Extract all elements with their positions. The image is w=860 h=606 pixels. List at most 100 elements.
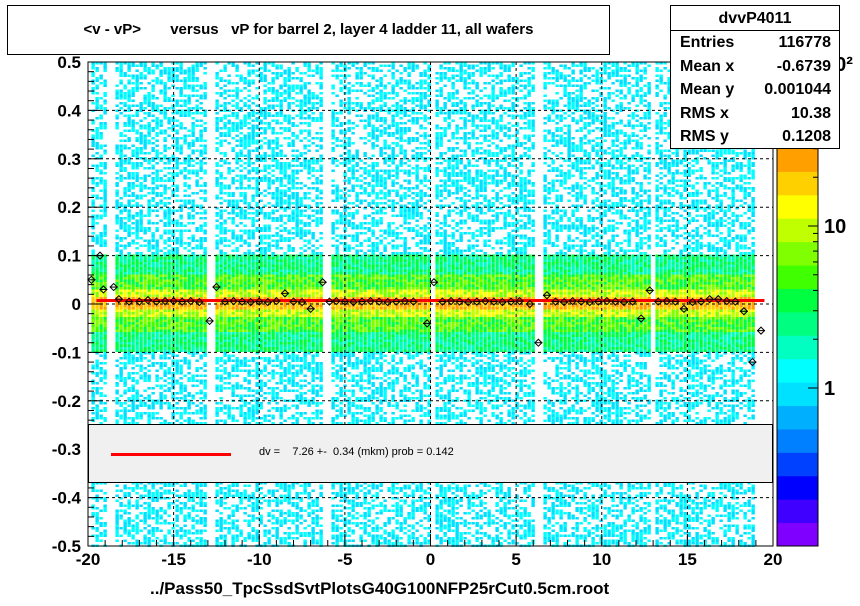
heatmap-cell	[195, 175, 198, 178]
heatmap-cell	[231, 285, 234, 288]
heatmap-cell	[163, 185, 166, 188]
heatmap-cell	[227, 382, 230, 385]
heatmap-cell	[179, 485, 182, 488]
heatmap-cell	[227, 410, 230, 413]
heatmap-cell	[215, 337, 218, 340]
heatmap-cell	[95, 280, 98, 283]
heatmap-cell	[159, 510, 162, 513]
heatmap-cell	[203, 222, 206, 225]
heatmap-cell	[143, 490, 146, 493]
heatmap-cell	[243, 365, 246, 368]
heatmap-cell	[235, 267, 238, 270]
heatmap-cell	[139, 342, 142, 345]
heatmap-cell	[127, 507, 130, 510]
heatmap-cell	[123, 350, 126, 353]
heatmap-cell	[223, 295, 226, 298]
heatmap-cell	[123, 415, 126, 418]
heatmap-cell	[183, 412, 186, 415]
heatmap-cell	[183, 315, 186, 318]
heatmap-cell	[219, 537, 222, 540]
heatmap-cell	[175, 67, 178, 70]
heatmap-cell	[155, 250, 158, 253]
heatmap-cell	[179, 387, 182, 390]
heatmap-cell	[251, 232, 254, 235]
heatmap-cell	[259, 487, 262, 490]
heatmap-cell	[251, 412, 254, 415]
heatmap-cell	[139, 215, 142, 218]
heatmap-cell	[231, 260, 234, 263]
heatmap-cell	[151, 260, 154, 263]
heatmap-cell	[119, 272, 122, 275]
heatmap-cell	[127, 272, 130, 275]
heatmap-cell	[267, 212, 270, 215]
heatmap-cell	[231, 232, 234, 235]
heatmap-cell	[143, 542, 146, 545]
heatmap-cell	[187, 100, 190, 103]
heatmap-cell	[219, 252, 222, 255]
heatmap-cell	[179, 537, 182, 540]
heatmap-cell	[175, 307, 178, 310]
heatmap-cell	[199, 502, 202, 505]
heatmap-cell	[243, 370, 246, 373]
heatmap-cell	[167, 305, 170, 308]
heatmap-cell	[99, 145, 102, 148]
heatmap-cell	[223, 240, 226, 243]
heatmap-cell	[183, 185, 186, 188]
heatmap-cell	[215, 335, 218, 338]
heatmap-cell	[183, 247, 186, 250]
heatmap-cell	[143, 305, 146, 308]
heatmap-cell	[199, 145, 202, 148]
heatmap-cell	[259, 67, 262, 70]
heatmap-cell	[135, 247, 138, 250]
heatmap-cell	[247, 177, 250, 180]
heatmap-cell	[203, 140, 206, 143]
heatmap-cell	[239, 332, 242, 335]
heatmap-cell	[135, 272, 138, 275]
heatmap-cell	[203, 200, 206, 203]
heatmap-cell	[199, 537, 202, 540]
heatmap-cell	[123, 210, 126, 213]
heatmap-cell	[223, 97, 226, 100]
heatmap-cell	[235, 340, 238, 343]
heatmap-cell	[219, 385, 222, 388]
heatmap-cell	[159, 322, 162, 325]
heatmap-cell	[263, 415, 266, 418]
heatmap-cell	[163, 320, 166, 323]
heatmap-cell	[139, 107, 142, 110]
heatmap-cell	[123, 392, 126, 395]
heatmap-cell	[263, 275, 266, 278]
heatmap-cell	[187, 187, 190, 190]
heatmap-cell	[131, 152, 134, 155]
heatmap-cell	[187, 75, 190, 78]
heatmap-cell	[191, 275, 194, 278]
heatmap-cell	[223, 232, 226, 235]
heatmap-cell	[251, 127, 254, 130]
heatmap-cell	[147, 340, 150, 343]
heatmap-cell	[223, 220, 226, 223]
heatmap-cell	[183, 182, 186, 185]
heatmap-cell	[163, 132, 166, 135]
heatmap-cell	[143, 127, 146, 130]
heatmap-cell	[263, 102, 266, 105]
heatmap-cell	[179, 337, 182, 340]
heatmap-cell	[191, 375, 194, 378]
heatmap-cell	[131, 240, 134, 243]
heatmap-cell	[231, 230, 234, 233]
heatmap-cell	[199, 295, 202, 298]
heatmap-cell	[175, 175, 178, 178]
heatmap-cell	[203, 170, 206, 173]
heatmap-cell	[159, 292, 162, 295]
heatmap-cell	[131, 345, 134, 348]
heatmap-cell	[167, 347, 170, 350]
heatmap-cell	[91, 65, 94, 68]
heatmap-cell	[139, 152, 142, 155]
heatmap-cell	[163, 347, 166, 350]
heatmap-cell	[135, 492, 138, 495]
heatmap-cell	[91, 295, 94, 298]
heatmap-cell	[247, 342, 250, 345]
heatmap-cell	[195, 182, 198, 185]
heatmap-cell	[195, 265, 198, 268]
heatmap-cell	[95, 535, 98, 538]
heatmap-cell	[91, 250, 94, 253]
heatmap-cell	[167, 147, 170, 150]
